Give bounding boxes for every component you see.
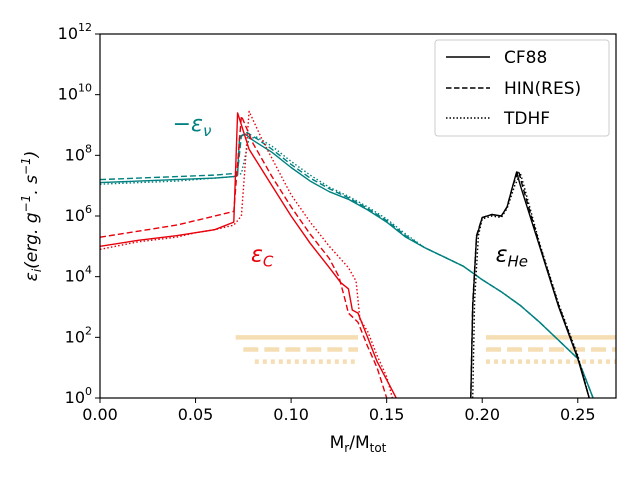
series-layer xyxy=(100,110,594,398)
y-tick-label: 106 xyxy=(65,203,92,225)
x-tick-label: 0.20 xyxy=(464,405,500,424)
y-tick-label: 104 xyxy=(65,264,92,286)
series-C_HIN xyxy=(100,115,388,398)
x-tick-label: 0.05 xyxy=(178,405,214,424)
y-axis-label: εi(erg. g−1. s−1) xyxy=(19,151,44,282)
annotation-epsilon-c: εC xyxy=(251,243,274,271)
y-axis: 100 102 104 106 108 1010 1012 xyxy=(58,21,100,407)
x-tick-label: 0.25 xyxy=(560,405,596,424)
y-tick-label: 1012 xyxy=(58,21,92,43)
legend-label-tdhf: TDHF xyxy=(503,109,550,129)
annotation-epsilon-nu: −εν xyxy=(173,112,212,140)
y-tick-label: 102 xyxy=(65,324,92,346)
legend-label-cf88: CF88 xyxy=(504,48,547,68)
legend-box xyxy=(434,39,610,137)
y-tick-label: 108 xyxy=(65,142,92,164)
legend: CF88 HIN(RES) TDHF xyxy=(434,39,610,137)
series-C_TDHF xyxy=(100,110,394,398)
x-tick-label: 0.15 xyxy=(369,405,405,424)
y-tick-label: 1010 xyxy=(58,82,92,104)
bands-layer xyxy=(235,335,616,364)
y-tick-label: 100 xyxy=(65,385,92,407)
x-tick-label: 0.00 xyxy=(82,405,118,424)
x-tick-label: 0.10 xyxy=(273,405,309,424)
legend-label-hin: HIN(RES) xyxy=(504,79,581,99)
annotation-epsilon-he: εHe xyxy=(496,243,528,271)
x-axis-label: Mr/Mtot xyxy=(330,433,387,455)
x-axis: 0.00 0.05 0.10 0.15 0.20 0.25 xyxy=(82,398,596,424)
